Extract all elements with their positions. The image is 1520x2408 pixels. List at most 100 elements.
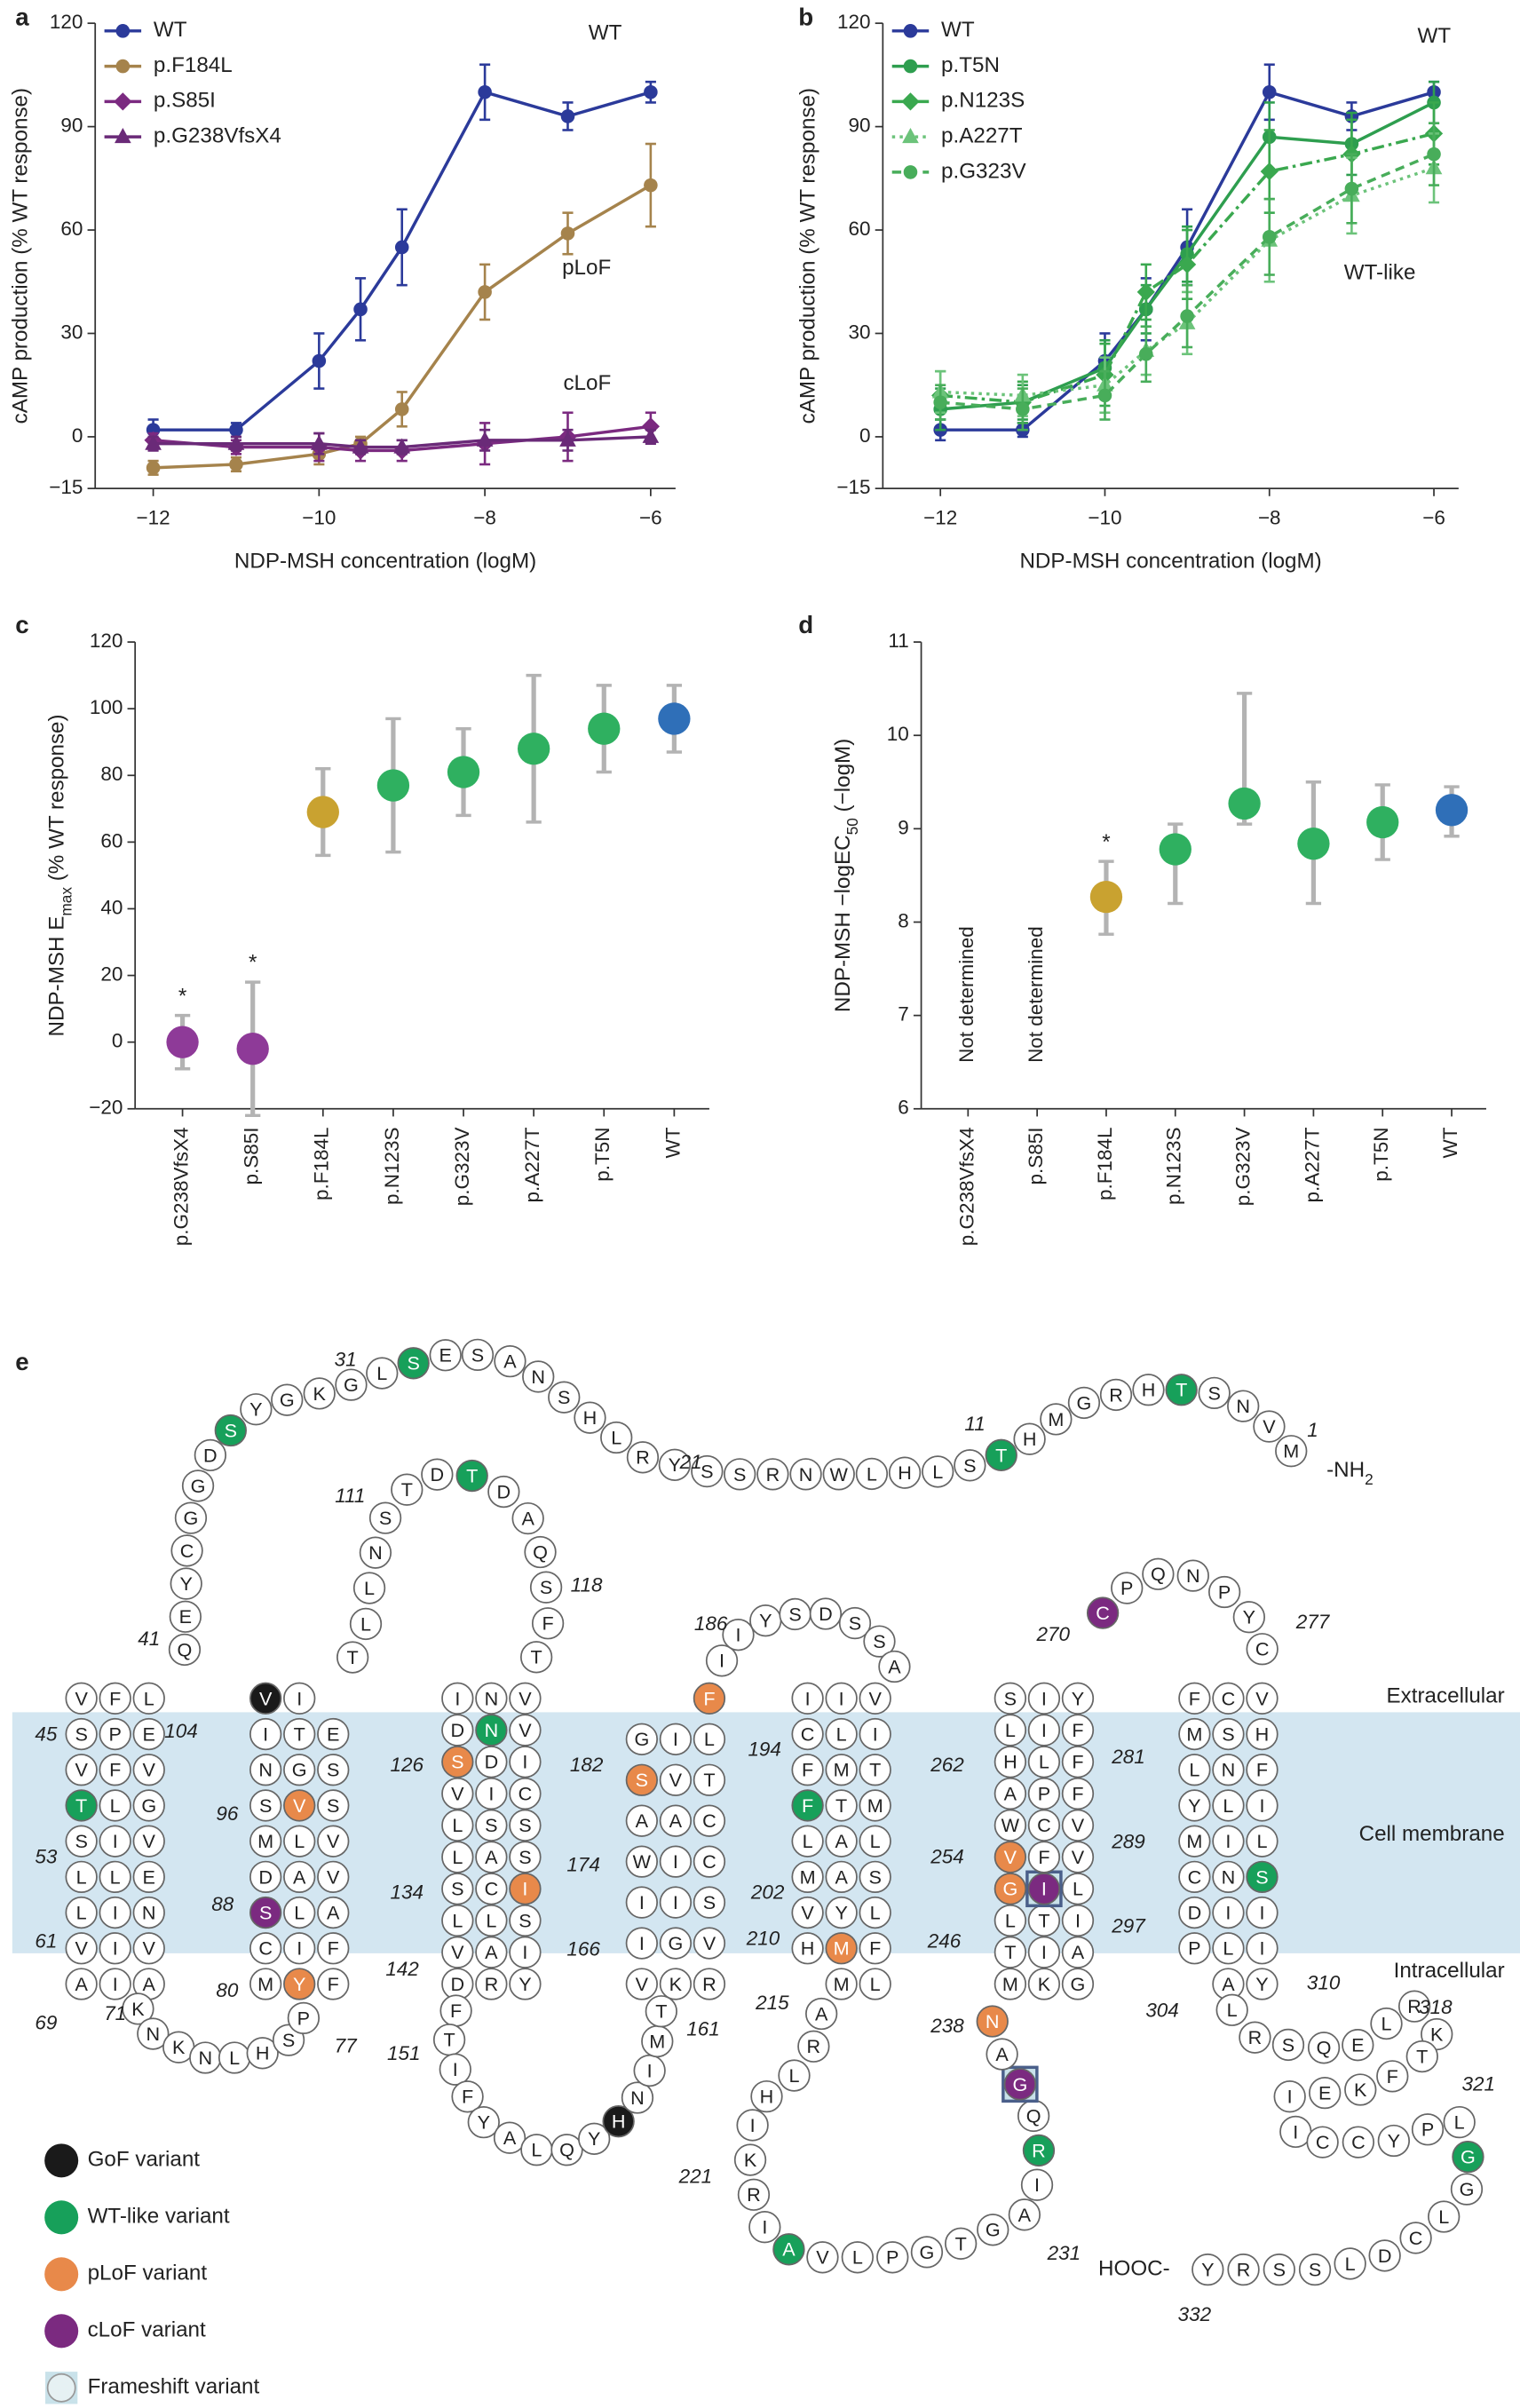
residue-circle [659, 1723, 693, 1755]
residue: V [327, 1865, 340, 1888]
residue: L [1039, 1751, 1049, 1773]
marker [146, 461, 161, 475]
residue: I [1041, 1687, 1047, 1709]
residue: P [108, 1723, 121, 1745]
legend-label: p.S85I [154, 89, 216, 113]
residue-circle [1061, 1809, 1095, 1842]
residue: G [280, 1389, 295, 1411]
residue-circle [1212, 1717, 1245, 1751]
residue-circle [1450, 2173, 1484, 2206]
residue: A [835, 1865, 848, 1888]
residue-circle [1399, 2222, 1432, 2254]
residue-circle [249, 1754, 282, 1786]
residue: T [347, 1646, 359, 1668]
marker [903, 24, 918, 38]
residue-circle [825, 1717, 858, 1751]
residue: S [519, 1814, 531, 1836]
residue-circle [170, 1534, 203, 1567]
x-axis-label: NDP-MSH concentration (logM) [1019, 550, 1321, 574]
marker [115, 128, 131, 144]
residue-circle [791, 1717, 824, 1751]
dot [1435, 794, 1469, 827]
x-tick-label: p.F184L [311, 1128, 333, 1200]
residue-circle [1443, 2105, 1476, 2139]
residue-circle [1027, 1841, 1061, 1873]
residue-circle [529, 1571, 563, 1604]
residue-circle [1178, 1860, 1211, 1894]
residue-circle [1178, 1932, 1211, 1965]
residue: A [1018, 2204, 1032, 2226]
legend-label: p.N123S [941, 89, 1025, 113]
residue: G [668, 1932, 683, 1954]
residue: L [788, 2064, 799, 2087]
residue: G [1461, 2146, 1476, 2168]
residue: G [1071, 1973, 1086, 1995]
residue: I [522, 1941, 527, 1963]
residue-circle [283, 1717, 316, 1751]
residue: L [76, 1902, 87, 1924]
residue-circle [1246, 1860, 1279, 1894]
residue: F [328, 1973, 339, 1995]
residue: T [869, 1759, 881, 1781]
legend-label: Frameshift variant [88, 2375, 260, 2399]
residue: S [1004, 1687, 1017, 1709]
position-label: 104 [164, 1720, 198, 1742]
residue-circle [1246, 1682, 1279, 1715]
residue: I [673, 1728, 678, 1750]
residue-circle [1086, 1596, 1120, 1629]
legend-swatch [46, 2372, 76, 2403]
residue-circle [994, 1968, 1027, 2000]
residue-circle [859, 1789, 891, 1822]
residue-circle [1298, 2253, 1332, 2286]
residue: P [1218, 1580, 1231, 1603]
residue: I [735, 1624, 740, 1646]
x-tick-label: p.F184L [1094, 1128, 1116, 1200]
residue-circle [511, 1501, 544, 1535]
position-label: 304 [1145, 2000, 1179, 2022]
residue-circle [1376, 2060, 1409, 2093]
y-tick-label: 7 [898, 1003, 909, 1026]
residue: L [932, 1461, 943, 1483]
residue: C [519, 1782, 533, 1804]
residue-circle [122, 1992, 154, 2025]
residue: L [76, 1865, 87, 1888]
residue: A [75, 1973, 88, 1995]
residue: I [1259, 1902, 1264, 1924]
residue-circle [509, 1746, 542, 1778]
residue: L [452, 1846, 463, 1868]
x-tick-label: −12 [137, 507, 170, 529]
residue-circle [1212, 1932, 1245, 1965]
residue: M [257, 1973, 273, 1995]
residue-circle [441, 1873, 474, 1905]
y-axis-label: cAMP production (% WT response) [9, 88, 33, 424]
y-axis-label-part: (−logM) [832, 739, 856, 818]
residue: E [179, 1605, 192, 1628]
residue: R [1407, 1995, 1421, 2017]
residue-circle [1027, 1936, 1061, 1968]
residue: S [259, 1794, 272, 1817]
residue: M [1186, 1723, 1202, 1745]
residue: D [485, 1751, 499, 1773]
residue-circle [317, 1754, 350, 1786]
residue-circle [1275, 1435, 1308, 1468]
residue: V [519, 1687, 532, 1709]
residue-circle [945, 2227, 978, 2260]
residue: S [471, 1343, 484, 1366]
residue-circle [693, 1682, 726, 1715]
position-label: 310 [1307, 1971, 1341, 1993]
residue-circle [1246, 1717, 1279, 1751]
marker [1180, 309, 1194, 323]
position-label: 238 [930, 2015, 964, 2037]
dot [236, 1033, 269, 1065]
residue: S [558, 1386, 570, 1408]
dot [588, 712, 621, 745]
residue: S [703, 1891, 716, 1913]
residue-circle [1334, 2247, 1366, 2280]
residue: P [1120, 1577, 1133, 1599]
residue: S [75, 1830, 87, 1852]
residue: I [113, 1973, 118, 1995]
residue-circle [132, 1754, 165, 1786]
position-label: 182 [570, 1754, 604, 1776]
residue-circle [825, 1825, 858, 1857]
residue: Y [588, 2127, 600, 2150]
